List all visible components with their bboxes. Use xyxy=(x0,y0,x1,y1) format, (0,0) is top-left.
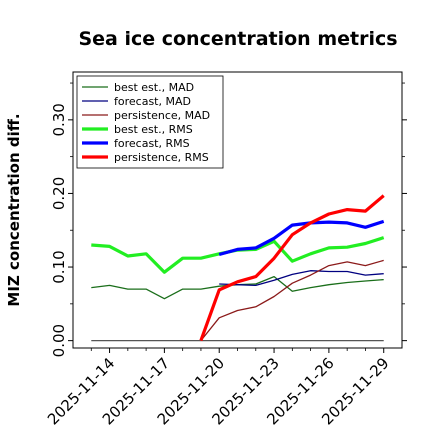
series-line xyxy=(219,270,384,287)
legend-label: persistence, MAD xyxy=(114,109,210,122)
y-tick-label: 0.20 xyxy=(50,177,68,210)
y-axis-label: MIZ concentration diff. xyxy=(5,113,23,306)
series-line xyxy=(218,219,385,257)
series-line xyxy=(200,259,384,342)
legend-label: forecast, RMS xyxy=(114,137,190,150)
y-axis-ticks: 0.00 0.10 0.20 0.30 xyxy=(50,82,407,357)
legend-label: best est., MAD xyxy=(114,81,194,94)
y-tick-label: 0.30 xyxy=(50,103,68,136)
legend-label: forecast, MAD xyxy=(114,95,191,108)
x-axis-ticks: 2025-11-142025-11-172025-11-202025-11-23… xyxy=(44,348,393,428)
series-line xyxy=(199,194,385,342)
chart-title: Sea ice concentration metrics xyxy=(78,28,397,50)
legend-label: persistence, RMS xyxy=(114,151,209,164)
series-lines xyxy=(91,194,385,342)
series-line xyxy=(91,275,384,300)
y-tick-label: 0.10 xyxy=(50,250,68,283)
y-tick-label: 0.00 xyxy=(50,324,68,357)
series-line xyxy=(91,236,385,274)
legend-label: best est., RMS xyxy=(114,123,193,136)
legend-box xyxy=(76,75,224,169)
